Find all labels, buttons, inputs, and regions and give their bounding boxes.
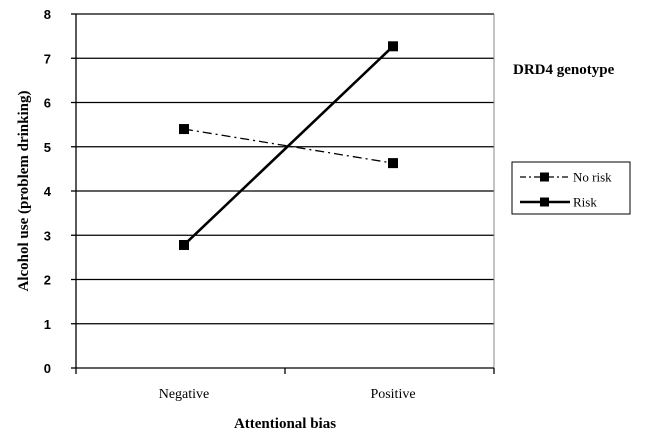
legend-label-risk: Risk: [573, 195, 597, 210]
series-line-no-risk: [183, 128, 394, 164]
legend-box: [511, 161, 631, 215]
legend: No risk Risk: [511, 161, 631, 215]
y-tick-label-2: 2: [44, 273, 51, 288]
series-line-risk: [183, 45, 394, 246]
y-tick-label-5: 5: [44, 140, 51, 155]
data-point-no-risk-negative: [179, 124, 189, 135]
y-tick-label-0: 0: [44, 361, 51, 376]
y-tick-label-6: 6: [44, 96, 51, 111]
x-tick-label-positive: Positive: [370, 387, 415, 402]
legend-marker-no-risk: [540, 172, 549, 182]
tick-labels: 0 1 2 3 4 5 6 7 8 Negative Positive: [44, 7, 416, 402]
legend-title: DRD4 genotype: [513, 62, 615, 78]
data-point-risk-positive: [388, 41, 398, 52]
y-axis-title: Alcohol use (problem drinking): [16, 90, 32, 291]
legend-marker-risk: [540, 197, 549, 207]
legend-entries: No risk Risk: [520, 170, 612, 210]
series: [179, 41, 398, 250]
axes: [71, 13, 495, 374]
data-point-no-risk-positive: [388, 158, 398, 169]
grid: [76, 13, 494, 325]
data-point-risk-negative: [179, 239, 189, 250]
legend-label-no-risk: No risk: [573, 170, 612, 185]
y-tick-label-1: 1: [44, 317, 51, 332]
y-tick-label-4: 4: [44, 184, 52, 199]
x-tick-label-negative: Negative: [159, 387, 210, 402]
y-tick-label-3: 3: [44, 228, 51, 243]
y-tick-label-8: 8: [44, 7, 51, 22]
x-axis-title: Attentional bias: [234, 416, 336, 432]
y-tick-label-7: 7: [44, 51, 51, 66]
